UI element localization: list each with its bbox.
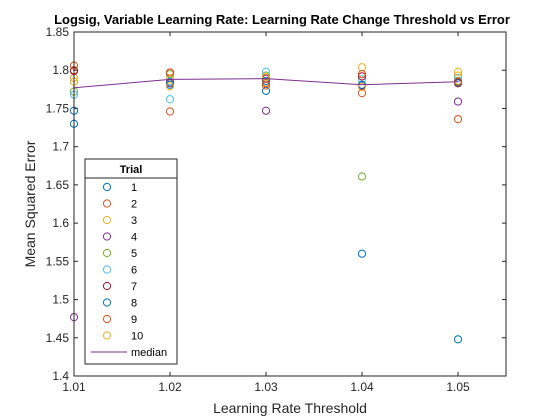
data-point-trial-9	[357, 69, 367, 79]
median-line	[73, 78, 459, 89]
legend-marker-trial-2	[102, 199, 112, 208]
y-tick-label: 1.4	[52, 369, 69, 383]
legend-marker-trial-8	[102, 298, 112, 307]
data-point-trial-5	[357, 172, 367, 181]
x-axis-label: Learning Rate Threshold	[213, 400, 367, 416]
y-axis-label: Mean Squared Error	[22, 140, 38, 267]
data-point-trial-1	[453, 335, 463, 344]
data-point-trial-10	[261, 73, 271, 82]
y-tick-label: 1.8	[52, 63, 69, 77]
y-tick-label: 1.55	[46, 254, 70, 268]
data-point-trial-2	[165, 107, 175, 116]
legend-label-trial-3: 3	[131, 215, 137, 227]
legend-label-trial-10: 10	[131, 331, 143, 343]
data-point-trial-4	[261, 106, 271, 115]
data-point-trial-8	[261, 76, 271, 86]
legend-items: 1 2 3 4 5 6 7 8 9 10 median	[91, 182, 167, 359]
data-point-trial-10	[165, 82, 175, 91]
data-point-trial-2	[453, 115, 463, 124]
chart-title: Logsig, Variable Learning Rate: Learning…	[54, 12, 510, 27]
data-point-trial-9	[165, 68, 175, 77]
legend-title: Trial	[120, 164, 143, 176]
legend-label-trial-2: 2	[131, 199, 137, 211]
legend-label-trial-6: 6	[131, 265, 137, 277]
legend-marker-trial-1	[102, 182, 112, 192]
legend: Trial 1 2 3 4 5 6 7 8 9 10 median	[84, 158, 178, 365]
legend-marker-trial-5	[102, 248, 112, 258]
data-point-trial-4	[453, 97, 463, 106]
legend-marker-trial-6	[102, 265, 112, 274]
y-tick-label: 1.75	[46, 101, 70, 115]
x-tick-label: 1.04	[350, 380, 374, 394]
legend-label-trial-4: 4	[131, 232, 137, 244]
y-tick-label: 1.6	[52, 216, 69, 230]
y-tick-label: 1.5	[52, 293, 69, 307]
legend-marker-trial-3	[102, 215, 112, 225]
y-tick-label: 1.65	[46, 178, 70, 192]
y-tick-label: 1.7	[52, 140, 69, 154]
data-marks	[69, 61, 463, 344]
legend-label-median: median	[131, 347, 167, 359]
data-point-trial-9	[261, 79, 271, 88]
legend-label-trial-8: 8	[131, 298, 137, 310]
axis-ticks: 1.01 1.02 1.03 1.04 1.05 1.4 1.45 1.5 1.55 1.6 1.6…	[46, 25, 506, 394]
y-tick-label: 1.45	[46, 331, 70, 345]
data-point-trial-6	[453, 73, 463, 82]
data-point-trial-10	[357, 82, 367, 92]
axes-frame	[73, 31, 507, 377]
legend-label-trial-1: 1	[131, 182, 137, 194]
x-tick-label: 1.05	[446, 380, 470, 394]
legend-label-trial-7: 7	[131, 281, 137, 293]
data-point-trial-6	[165, 95, 175, 104]
legend-box	[84, 158, 178, 365]
data-point-trial-1	[357, 249, 367, 258]
legend-label-trial-9: 9	[131, 314, 137, 326]
legend-marker-trial-9	[102, 314, 112, 324]
data-point-trial-10	[453, 67, 463, 76]
x-tick-label: 1.01	[62, 380, 86, 394]
x-tick-label: 1.03	[254, 380, 278, 394]
data-point-trial-7	[357, 72, 367, 81]
x-tick-label: 1.02	[158, 380, 182, 394]
legend-marker-trial-7	[102, 281, 112, 291]
legend-marker-trial-10	[102, 331, 112, 340]
y-tick-label: 1.85	[46, 25, 70, 39]
legend-marker-trial-4	[102, 232, 112, 241]
legend-label-trial-5: 5	[131, 248, 137, 260]
